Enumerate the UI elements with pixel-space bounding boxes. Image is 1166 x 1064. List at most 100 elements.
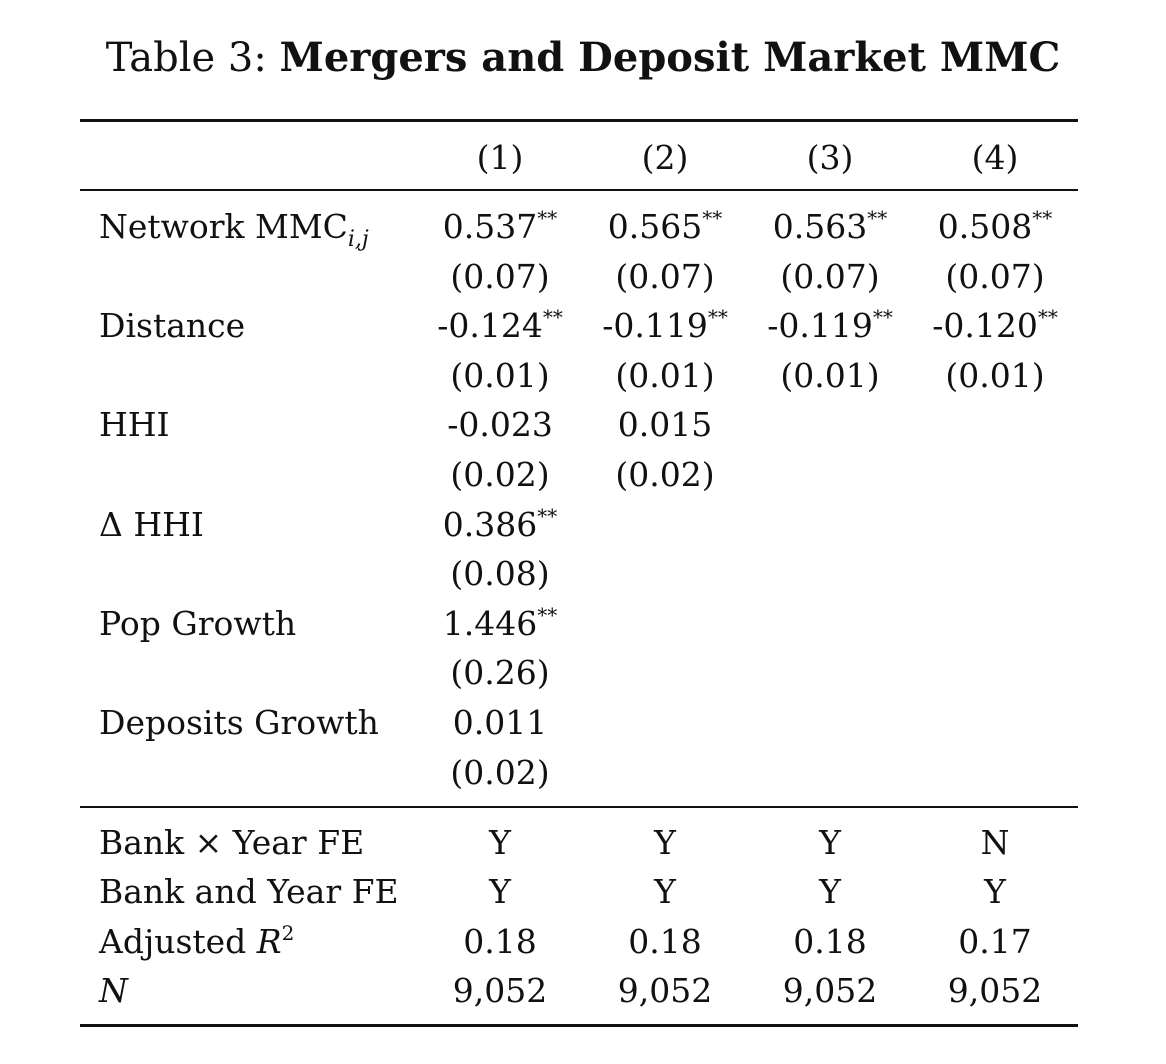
table-cell: (0.01): [905, 351, 1085, 401]
row-label-text: N: [99, 971, 128, 1010]
table-cell: (0.07): [740, 252, 920, 302]
table-cell: Y: [654, 872, 676, 911]
column-header: (4): [971, 138, 1019, 177]
cell-value: (0.07): [450, 256, 550, 296]
table-cell: 0.18: [463, 922, 537, 961]
column-header: (1): [476, 138, 524, 177]
table-cell: 9,052: [617, 971, 713, 1010]
table-cell: 0.18: [628, 922, 702, 961]
table-row: Distance -0.124** -0.119** -0.119** -0.120**: [0, 301, 1166, 351]
column-header: (2): [641, 138, 689, 177]
table-cell: 1.446**: [410, 599, 590, 649]
cell-value: 0.537: [442, 207, 538, 246]
table-row: (0.08): [0, 549, 1166, 599]
table-cell: -0.124**: [410, 301, 590, 351]
row-label-text: Distance: [99, 306, 246, 346]
top-rule: [80, 119, 1078, 122]
cell-value: (0.26): [450, 653, 550, 693]
table-cell: 0.565**: [575, 202, 755, 252]
table-cell: [575, 549, 755, 599]
cell-value: (0.01): [450, 355, 550, 395]
cell-value: (0.01): [615, 355, 715, 395]
table-cell: 9,052: [947, 971, 1043, 1010]
table-cell: [740, 500, 920, 550]
table-cell: Y: [654, 823, 676, 862]
footer-row: N 9,052 9,052 9,052 9,052: [0, 966, 1166, 1016]
table-cell: (0.07): [575, 252, 755, 302]
table-cell: 9,052: [452, 971, 548, 1010]
table-cell: Y: [819, 823, 841, 862]
row-label-superscript: 2: [281, 921, 295, 945]
table-cell: (0.02): [410, 748, 590, 798]
cell-value: -0.119: [602, 306, 708, 346]
table-cell: (0.07): [410, 252, 590, 302]
cell-value: -0.023: [447, 405, 553, 445]
cell-value: 0.565: [607, 207, 703, 246]
significance-stars: **: [537, 503, 558, 528]
footer-row: Adjusted R2 0.18 0.18 0.18 0.17: [0, 917, 1166, 967]
table-cell: [905, 500, 1085, 550]
table-cell: 0.537**: [410, 202, 590, 252]
table-cell: 0.17: [958, 922, 1032, 961]
table-cell: 0.508**: [905, 202, 1085, 252]
table-caption: Table 3: Mergers and Deposit Market MMC: [0, 32, 1166, 84]
table-cell: [905, 450, 1085, 500]
row-label: HHI: [99, 400, 170, 450]
table-cell: N: [980, 823, 1010, 862]
row-label: Bank × Year FE: [99, 818, 364, 868]
cell-value: (0.02): [615, 455, 715, 494]
table-cell: [575, 500, 755, 550]
table-cell: [740, 648, 920, 698]
table-row: (0.07) (0.07) (0.07) (0.07): [0, 252, 1166, 302]
significance-stars: **: [707, 305, 728, 330]
table-cell: [740, 450, 920, 500]
significance-stars: **: [867, 206, 888, 230]
cell-value: (0.01): [945, 355, 1045, 395]
table-cell: (0.26): [410, 648, 590, 698]
table-cell: (0.01): [740, 351, 920, 401]
cell-value: 0.508: [937, 207, 1033, 246]
table-cell: (0.08): [410, 549, 590, 599]
row-label: Bank and Year FE: [99, 867, 399, 917]
cell-value: 0.015: [617, 405, 713, 445]
table-row: (0.26): [0, 648, 1166, 698]
table-cell: [905, 648, 1085, 698]
caption-prefix: Table 3:: [105, 35, 267, 81]
cell-value: 0.011: [452, 703, 548, 742]
cell-value: (0.07): [780, 256, 880, 296]
cell-value: (0.07): [945, 256, 1045, 296]
table-cell: 0.563**: [740, 202, 920, 252]
significance-stars: **: [537, 602, 558, 627]
table-cell: Y: [489, 872, 511, 911]
row-label: Pop Growth: [99, 599, 296, 649]
table-row: (0.02) (0.02): [0, 450, 1166, 500]
row-label: Distance: [99, 301, 245, 351]
row-label-subscript: i,j: [347, 227, 369, 252]
cell-value: -0.124: [437, 306, 543, 346]
table-row: (0.01) (0.01) (0.01) (0.01): [0, 351, 1166, 401]
table-cell: [905, 748, 1085, 798]
table-cell: [575, 599, 755, 649]
table-cell: (0.02): [575, 450, 755, 500]
table-cell: [740, 748, 920, 798]
cell-value: -0.119: [767, 306, 873, 346]
table-cell: [905, 698, 1085, 748]
header-rule: [80, 189, 1078, 191]
footer-row: Bank and Year FE Y Y Y Y: [0, 867, 1166, 917]
mid-rule: [80, 806, 1078, 808]
cell-value: (0.02): [450, 455, 550, 494]
table-cell: -0.023: [410, 400, 590, 450]
table-row: (0.02): [0, 748, 1166, 798]
significance-stars: **: [702, 206, 723, 230]
column-header: (3): [806, 138, 854, 177]
row-label-text: Network MMC: [99, 207, 348, 246]
cell-value: -0.120: [932, 306, 1038, 346]
table-cell: Y: [489, 823, 511, 862]
table-cell: [575, 698, 755, 748]
row-label-text: Deposits Growth: [99, 703, 379, 742]
table-cell: 9,052: [782, 971, 878, 1010]
row-label-text: Bank × Year FE: [99, 823, 365, 862]
table-row: Deposits Growth 0.011: [0, 698, 1166, 748]
table-row: Pop Growth 1.446**: [0, 599, 1166, 649]
table-cell: (0.02): [410, 450, 590, 500]
